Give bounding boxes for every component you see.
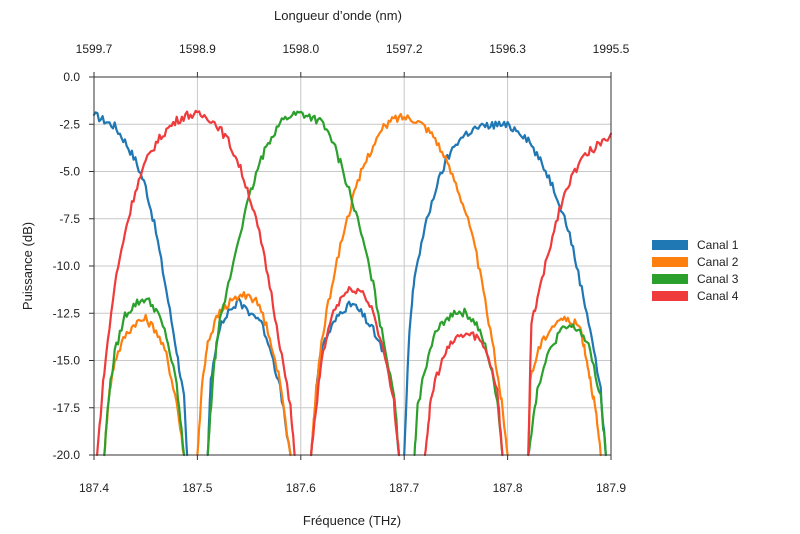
series-line [527,132,613,457]
x-tick-label: 187.7 [389,481,419,495]
top-tick-label: 1597.2 [386,42,423,56]
y-tick-label: -15.0 [53,354,81,368]
x-axis-title: Fréquence (THz) [303,513,401,528]
x-tick-label: 187.8 [493,481,523,495]
y-tick-label: -2.5 [59,117,80,131]
series-line [310,286,401,457]
x-tick-label: 187.4 [79,481,109,495]
legend-label: Canal 4 [697,289,739,303]
y-tick-label: -10.0 [53,259,81,273]
series-canal-4 [96,109,613,457]
legend-swatch [652,291,688,301]
legend-label: Canal 2 [697,255,739,269]
series-line [103,297,186,457]
top-tick-label: 1599.7 [76,42,113,56]
series-line [96,109,296,457]
grid-layer [93,76,612,456]
x-tick-label: 187.6 [286,481,316,495]
series-line [103,313,186,457]
series-line [527,315,602,457]
series-canal-2 [103,112,602,457]
top-tick-label: 1598.0 [282,42,319,56]
legend: Canal 1 Canal 2 Canal 3 Canal 4 [652,238,739,303]
y-tick-label: -20.0 [53,448,81,462]
y-tick-label: -5.0 [59,165,80,179]
y-tick-label: -12.5 [53,306,81,320]
x-tick-label: 187.5 [182,481,212,495]
series-layer [92,109,613,457]
top-tick-label: 1596.3 [489,42,526,56]
y-tick-label: -7.5 [59,212,80,226]
y-axis-title: Puissance (dB) [20,222,35,310]
y-tick-label: -17.5 [53,401,81,415]
legend-label: Canal 1 [697,238,739,252]
legend-swatch [652,240,688,250]
top-tick-label: 1598.9 [179,42,216,56]
series-line [196,291,292,457]
legend-label: Canal 3 [697,272,739,286]
series-line [403,120,607,457]
series-line [527,323,607,457]
series-line [310,112,509,457]
series-line [423,331,504,457]
legend-swatch [652,274,688,284]
top-tick-label: 1995.5 [593,42,630,56]
y-tick-label: 0.0 [63,70,80,84]
legend-swatch [652,257,688,267]
ticks-layer: 187.4 1599.7 187.5 1598.9 187.6 1598.0 187.7 15… [53,42,630,495]
series-line [206,110,401,457]
series-line [92,111,189,457]
x-tick-label: 187.9 [596,481,626,495]
top-axis-title: Longueur d’onde (nm) [274,8,402,23]
series-canal-3 [103,110,607,457]
